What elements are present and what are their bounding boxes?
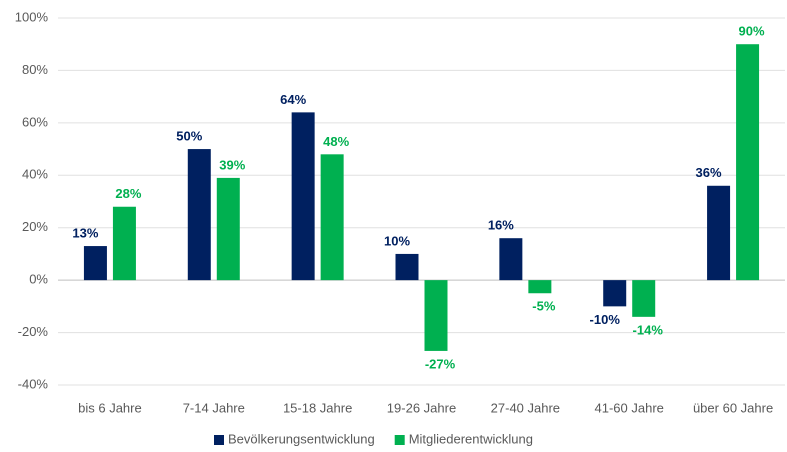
x-tick-label: über 60 Jahre [693,400,773,415]
data-label: 36% [696,165,722,180]
bar [632,280,656,317]
bar [528,280,552,294]
x-tick-label: 27-40 Jahre [491,400,560,415]
bar [216,177,240,281]
y-tick-label: 0% [29,272,48,287]
y-tick-label: 40% [22,167,48,182]
data-label: 16% [488,218,514,233]
data-label: 10% [384,233,410,248]
bar [603,280,627,307]
bar [707,185,731,281]
x-tick-label: bis 6 Jahre [78,400,142,415]
data-label: -10% [590,312,621,327]
y-tick-label: -40% [18,376,49,391]
bar [291,112,315,281]
y-tick-label: 20% [22,219,48,234]
data-label: 13% [72,226,98,241]
data-label: 90% [739,24,765,39]
data-label: 28% [115,186,141,201]
data-label: 50% [176,129,202,144]
x-tick-label: 19-26 Jahre [387,400,456,415]
data-label: 48% [323,134,349,149]
legend-label: Mitgliederentwicklung [409,431,533,446]
bar [499,238,523,281]
bar [83,246,107,281]
x-tick-label: 7-14 Jahre [183,400,245,415]
x-tick-label: 15-18 Jahre [283,400,352,415]
data-label: -5% [532,299,556,314]
y-tick-label: 100% [15,9,49,24]
bar [395,253,419,281]
data-label: 64% [280,92,306,107]
legend-swatch [214,435,224,445]
y-tick-label: 80% [22,62,48,77]
y-tick-label: -20% [18,324,49,339]
bar [320,154,344,281]
data-label: -14% [633,322,664,337]
legend-swatch [394,435,405,445]
bar [112,206,136,281]
bar [736,44,760,281]
bar [424,280,448,351]
bar [187,149,211,281]
y-tick-label: 60% [22,114,48,129]
legend-label: Bevölkerungsentwicklung [228,431,375,446]
data-label: 39% [219,157,245,172]
x-tick-label: 41-60 Jahre [595,400,664,415]
data-label: -27% [425,356,456,371]
